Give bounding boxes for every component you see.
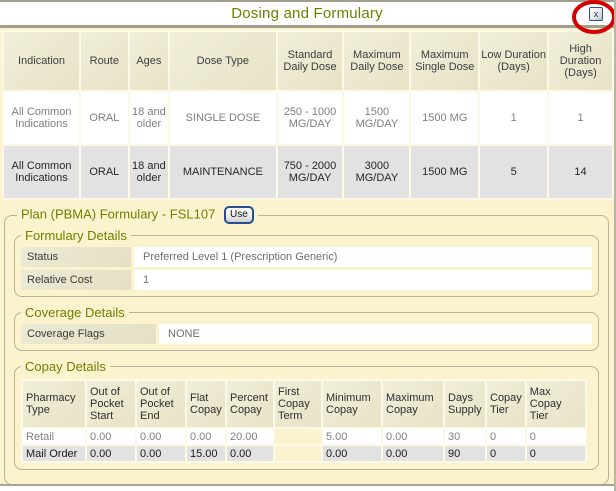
col-ages: Ages — [129, 32, 169, 90]
cell-ages: 18 and older — [129, 92, 169, 144]
coverage-flags-label: Coverage Flags — [21, 324, 156, 344]
cell-indication: All Common Indications — [4, 146, 79, 198]
cell-oop-start: 0.00 — [87, 446, 135, 461]
col-dose-type: Dose Type — [170, 32, 276, 90]
cell-flat-copay: 15.00 — [187, 446, 225, 461]
cell-max-copay-tier: 0 — [526, 446, 585, 461]
plan-formulary-title: Plan (PBMA) Formulary - FSL107 — [21, 206, 216, 222]
col-standard-daily-dose: Standard Daily Dose — [277, 32, 343, 90]
copay-table: Pharmacy Type Out of Pocket Start Out of… — [21, 379, 587, 463]
col-maximum-copay: Maximum Copay — [383, 381, 443, 427]
cell-minimum-copay: 0.00 — [323, 446, 381, 461]
cell-dose-type: SINGLE DOSE — [170, 92, 276, 144]
col-minimum-copay: Minimum Copay — [323, 381, 381, 427]
plan-formulary-legend: Plan (PBMA) Formulary - FSL107 Use — [17, 206, 258, 224]
cell-flat-copay: 0.00 — [187, 429, 225, 444]
cell-copay-tier: 0 — [487, 429, 525, 444]
col-first-copay-term: First Copay Term — [275, 381, 321, 427]
cell-days-supply: 30 — [445, 429, 485, 444]
relative-cost-row: Relative Cost 1 — [21, 270, 592, 290]
close-button[interactable]: x — [589, 7, 603, 21]
window-bottom-edge — [0, 484, 614, 491]
copay-details-legend: Copay Details — [25, 359, 106, 374]
formulary-details-section: Formulary Details Status Preferred Level… — [14, 228, 599, 297]
cell-max-single: 1500 MG — [411, 146, 479, 198]
cell-maximum-copay: 0.00 — [383, 446, 443, 461]
cell-first-copay-term — [275, 446, 321, 461]
formulary-details-legend: Formulary Details — [25, 228, 127, 243]
dosing-row-maintenance: All Common Indications ORAL 18 and older… — [4, 146, 612, 198]
cell-minimum-copay: 5.00 — [323, 429, 381, 444]
copay-header-row: Pharmacy Type Out of Pocket Start Out of… — [23, 381, 585, 427]
copay-row-mail-order: Mail Order 0.00 0.00 15.00 0.00 0.00 0.0… — [23, 446, 585, 461]
col-pharmacy-type: Pharmacy Type — [23, 381, 85, 427]
cell-maximum-copay: 0.00 — [383, 429, 443, 444]
dosing-row-single-dose: All Common Indications ORAL 18 and older… — [4, 92, 612, 144]
col-low-duration: Low Duration (Days) — [480, 32, 548, 90]
copay-details-section: Copay Details Pharmacy Type Out of Pocke… — [14, 359, 599, 470]
cell-ages: 18 and older — [129, 146, 169, 198]
cell-dose-type: MAINTENANCE — [170, 146, 276, 198]
cell-indication: All Common Indications — [4, 92, 79, 144]
cell-high-dur: 1 — [549, 92, 612, 144]
cell-std-daily: 250 - 1000 MG/DAY — [277, 92, 343, 144]
coverage-details-legend: Coverage Details — [25, 305, 125, 320]
col-maximum-daily-dose: Maximum Daily Dose — [344, 32, 410, 90]
coverage-flags-row: Coverage Flags NONE — [21, 324, 592, 344]
col-flat-copay: Flat Copay — [187, 381, 225, 427]
cell-route: ORAL — [81, 146, 128, 198]
plan-formulary-section: Plan (PBMA) Formulary - FSL107 Use Formu… — [4, 206, 609, 485]
cell-copay-tier: 0 — [487, 446, 525, 461]
col-out-of-pocket-end: Out of Pocket End — [137, 381, 185, 427]
status-value: Preferred Level 1 (Prescription Generic) — [134, 247, 592, 267]
cell-pharmacy-type: Mail Order — [23, 446, 85, 461]
dosing-table: Indication Route Ages Dose Type Standard… — [2, 30, 614, 200]
col-days-supply: Days Supply — [445, 381, 485, 427]
cell-max-single: 1500 MG — [411, 92, 479, 144]
col-percent-copay: Percent Copay — [227, 381, 273, 427]
col-copay-tier: Copay Tier — [487, 381, 525, 427]
col-high-duration: High Duration (Days) — [549, 32, 612, 90]
coverage-flags-value: NONE — [159, 324, 592, 344]
col-route: Route — [81, 32, 128, 90]
col-indication: Indication — [4, 32, 79, 90]
dialog-title: Dosing and Formulary — [231, 5, 383, 22]
dosing-header-row: Indication Route Ages Dose Type Standard… — [4, 32, 612, 90]
col-maximum-single-dose: Maximum Single Dose — [411, 32, 479, 90]
relative-cost-value: 1 — [134, 270, 592, 290]
cell-oop-end: 0.00 — [137, 446, 185, 461]
cell-oop-end: 0.00 — [137, 429, 185, 444]
status-row: Status Preferred Level 1 (Prescription G… — [21, 247, 592, 267]
cell-oop-start: 0.00 — [87, 429, 135, 444]
cell-std-daily: 750 - 2000 MG/DAY — [277, 146, 343, 198]
cell-route: ORAL — [81, 92, 128, 144]
cell-percent-copay: 0.00 — [227, 446, 273, 461]
cell-max-daily: 1500 MG/DAY — [344, 92, 410, 144]
titlebar: Dosing and Formulary x — [0, 0, 614, 34]
cell-percent-copay: 20.00 — [227, 429, 273, 444]
cell-days-supply: 90 — [445, 446, 485, 461]
use-button[interactable]: Use — [223, 206, 254, 224]
cell-max-daily: 3000 MG/DAY — [344, 146, 410, 198]
cell-high-dur: 14 — [549, 146, 612, 198]
col-out-of-pocket-start: Out of Pocket Start — [87, 381, 135, 427]
cell-pharmacy-type: Retail — [23, 429, 85, 444]
cell-first-copay-term — [275, 429, 321, 444]
cell-max-copay-tier: 0 — [526, 429, 585, 444]
coverage-details-section: Coverage Details Coverage Flags NONE — [14, 305, 599, 351]
cell-low-dur: 1 — [480, 92, 548, 144]
relative-cost-label: Relative Cost — [21, 270, 131, 290]
status-label: Status — [21, 247, 131, 267]
cell-low-dur: 5 — [480, 146, 548, 198]
copay-row-retail: Retail 0.00 0.00 0.00 20.00 5.00 0.00 30… — [23, 429, 585, 444]
col-max-copay-tier: Max Copay Tier — [526, 381, 585, 427]
